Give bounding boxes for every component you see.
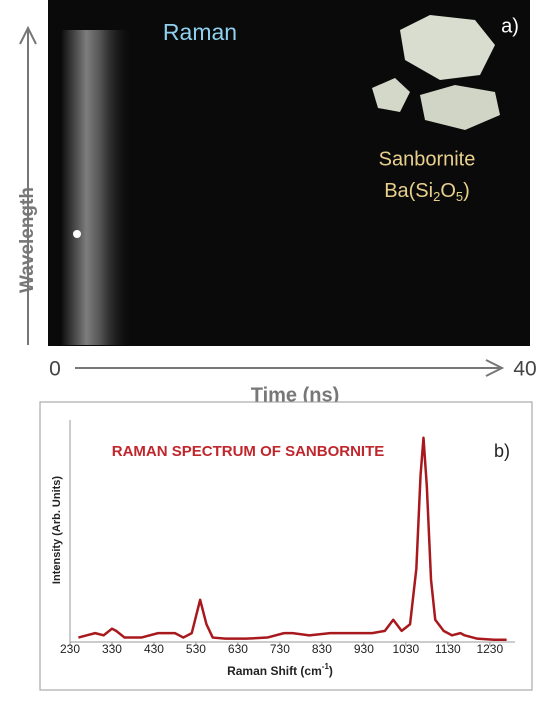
x-tick-label: 430: [144, 642, 164, 656]
x-label-part: Raman Shift (cm: [227, 664, 322, 678]
y-axis-label: Intensity (Arb. Units): [51, 476, 63, 585]
bright-spot: [73, 230, 81, 238]
x-tick-label: 630: [228, 642, 248, 656]
raman-streak: [62, 30, 132, 345]
x-tick-label: 1230: [476, 642, 503, 656]
x-tick-label: 830: [312, 642, 332, 656]
panel-label: b): [494, 441, 510, 461]
formula-part: Ba(Si: [384, 180, 433, 202]
x-label-part: ): [329, 664, 333, 678]
crystal: [400, 15, 495, 80]
formula-part: O: [440, 180, 456, 202]
arrow-head: [485, 359, 505, 377]
formula: Ba(Si2O5): [384, 180, 470, 204]
x-tick-label: 330: [102, 642, 122, 656]
signal-label: Raman: [163, 19, 237, 45]
formula-sub: 2: [433, 189, 440, 204]
x-tick-label: 1030: [392, 642, 419, 656]
x-tick-label: 930: [354, 642, 374, 656]
arrow-head: [19, 25, 37, 45]
crystal: [420, 85, 500, 130]
x-tick-label: 730: [270, 642, 290, 656]
formula-part: ): [463, 180, 470, 202]
crystal: [372, 78, 410, 112]
spectrum-line: [78, 436, 507, 642]
x-tick-label: 530: [186, 642, 206, 656]
x-tick-label: 230: [60, 642, 80, 656]
x-axis-label: Raman Shift (cm-1): [227, 662, 333, 678]
time-end: 40: [513, 358, 536, 381]
panel-label: a): [501, 15, 519, 37]
x-tick-label: 1130: [435, 642, 461, 656]
mineral-name: Sanbornite: [379, 148, 476, 170]
x-axis-label: Time (ns): [251, 384, 340, 406]
y-axis-label: Wavelength: [17, 187, 38, 293]
formula-sub: 5: [456, 189, 463, 204]
time-start: 0: [49, 358, 61, 381]
x-label-sup: -1: [322, 662, 330, 671]
chart-title: RAMAN SPECTRUM OF SANBORNITE: [112, 443, 385, 460]
